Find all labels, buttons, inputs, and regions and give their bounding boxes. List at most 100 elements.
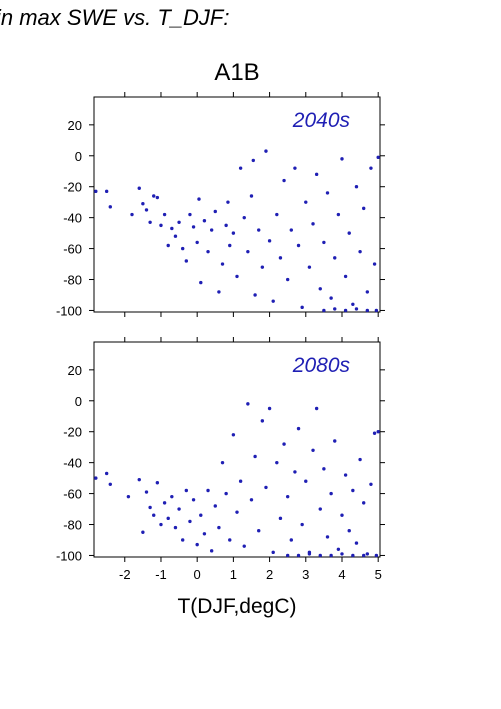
- data-point: [267, 406, 272, 411]
- data-point: [260, 419, 265, 423]
- data-point: [213, 209, 217, 214]
- data-point: [289, 228, 294, 232]
- data-point: [94, 189, 98, 194]
- data-point: [365, 552, 370, 556]
- data-point: [296, 553, 301, 558]
- data-point: [94, 476, 98, 480]
- scenario-title: A1B: [214, 59, 259, 86]
- data-point: [137, 186, 141, 190]
- data-point: [351, 302, 355, 306]
- data-point: [318, 287, 322, 291]
- data-point: [285, 553, 290, 558]
- x-tick-label: 2: [266, 567, 273, 582]
- panel-2040s: 20 0 -20 -40 -60 -80 -100 2040s: [56, 92, 385, 318]
- data-point: [271, 550, 275, 555]
- y-tick-label: -20: [63, 180, 82, 195]
- data-point: [293, 166, 297, 170]
- data-point: [170, 494, 174, 499]
- data-point: [202, 219, 207, 223]
- data-point: [300, 305, 304, 310]
- data-point: [191, 225, 196, 229]
- data-point: [322, 240, 326, 245]
- y-tick-label: -20: [63, 425, 82, 440]
- data-point: [166, 243, 170, 248]
- data-point: [141, 202, 145, 206]
- data-point: [325, 535, 330, 539]
- data-point: [209, 549, 214, 553]
- data-point: [362, 206, 366, 211]
- data-point: [220, 262, 225, 266]
- data-point: [318, 553, 322, 558]
- data-point: [372, 431, 377, 435]
- data-point: [278, 256, 283, 260]
- x-tick-label: 3: [302, 567, 309, 582]
- data-point: [195, 240, 199, 245]
- data-point: [333, 439, 337, 443]
- data-point: [285, 277, 290, 282]
- data-point: [195, 542, 199, 547]
- data-point: [206, 488, 210, 493]
- data-point: [372, 262, 377, 266]
- data-point: [343, 274, 348, 279]
- data-point: [130, 212, 134, 217]
- panel-period-label: 2080s: [292, 354, 351, 377]
- data-point: [148, 220, 152, 224]
- data-point: [108, 482, 112, 487]
- data-point: [340, 157, 344, 161]
- data-point: [369, 166, 373, 170]
- data-point: [152, 194, 156, 198]
- data-point: [374, 553, 379, 558]
- data-point: [314, 172, 319, 177]
- x-tick-label: 1: [230, 567, 237, 582]
- plot-frame: [93, 96, 381, 313]
- data-point: [318, 507, 322, 511]
- data-point: [362, 553, 366, 558]
- data-point: [275, 460, 279, 465]
- y-tick-label: 20: [68, 363, 82, 378]
- data-point: [148, 505, 152, 510]
- data-point: [166, 516, 170, 521]
- data-point: [329, 553, 333, 558]
- data-point: [264, 485, 268, 490]
- data-point: [354, 185, 359, 189]
- data-point: [343, 308, 348, 313]
- data-point: [354, 307, 359, 311]
- data-point: [340, 513, 344, 517]
- data-point: [188, 212, 192, 217]
- data-point: [249, 194, 254, 198]
- data-point: [351, 553, 355, 558]
- data-point: [304, 200, 308, 204]
- data-point: [231, 231, 236, 235]
- y-tick-label: -100: [56, 548, 82, 563]
- data-point: [358, 457, 362, 462]
- data-point: [141, 530, 145, 534]
- data-point: [202, 532, 207, 536]
- data-point: [289, 538, 294, 542]
- data-point: [347, 231, 351, 235]
- data-point: [108, 205, 112, 209]
- data-point: [347, 529, 351, 533]
- data-point: [343, 473, 348, 477]
- x-tick-label: -1: [155, 567, 167, 582]
- data-point: [159, 223, 163, 228]
- x-tick-label: -2: [119, 567, 131, 582]
- data-point: [329, 296, 333, 300]
- data-point: [213, 504, 217, 508]
- y-tick-label: -80: [63, 273, 82, 288]
- data-point: [191, 498, 196, 502]
- data-point: [340, 552, 344, 556]
- data-point: [235, 510, 239, 514]
- data-point: [126, 494, 131, 499]
- data-point: [249, 498, 254, 502]
- data-point: [293, 470, 297, 474]
- data-point: [155, 481, 160, 485]
- data-point: [235, 274, 239, 279]
- data-point: [173, 234, 178, 238]
- data-point: [264, 149, 268, 153]
- y-tick-label: -100: [56, 303, 82, 318]
- data-point: [238, 166, 243, 170]
- data-point: [307, 552, 312, 556]
- data-point: [199, 513, 203, 517]
- data-point: [358, 249, 362, 254]
- data-point: [311, 448, 315, 452]
